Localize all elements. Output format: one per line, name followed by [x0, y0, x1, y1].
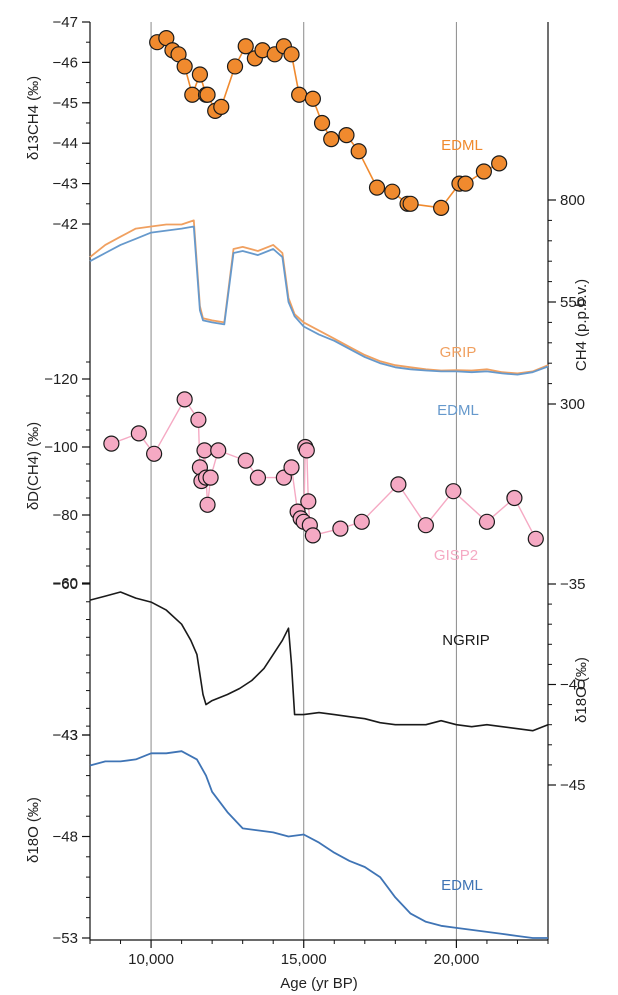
ngrip-left-tick-label: −60 [53, 576, 78, 593]
ch4-series-label-grip: GRIP [440, 344, 477, 361]
ngrip-left-tick-label: −43 [53, 727, 78, 744]
edml-d18o-axis-title: δ18O (‰) [25, 797, 42, 863]
dD-series-0-point [445, 483, 462, 500]
d13c-series-0-point [323, 131, 340, 148]
series-layer [89, 30, 549, 939]
frame-layer [89, 22, 549, 941]
d13c-series-0-point [313, 114, 331, 132]
d13c-series-0-point [368, 179, 386, 196]
d13c-y-tick-label: −42 [53, 216, 78, 233]
d13c-series-0-point [291, 86, 308, 103]
x-axis-title: Age (yr BP) [280, 975, 358, 992]
d13c-y-tick-label: −44 [53, 135, 78, 152]
d13c-y-tick-label: −43 [53, 176, 78, 193]
ngrip-y-tick-label: −45 [560, 777, 585, 794]
dD-series-0-point [283, 459, 300, 476]
dD-series-0-point [202, 469, 219, 486]
dD-series-0-point [353, 513, 370, 530]
d13c-series-0-point [213, 98, 230, 115]
d13c-series-0-point [191, 66, 209, 83]
dD-y-tick-label: −60 [53, 575, 78, 592]
ch4-axis-title: CH4 (p.p.b.v.) [573, 279, 590, 371]
d13c-series-0-point [350, 143, 367, 160]
labels-layer: Age (yr BP) δ13CH4 (‰) EDML CH4 (p.p.b.v.) G… [25, 76, 590, 992]
x-tick-label: 15,000 [281, 951, 327, 968]
dD-axis-title: δD(CH4) (‰) [25, 422, 42, 510]
dD-series-0-point [304, 527, 321, 544]
dD-series-0-point [417, 517, 434, 534]
d13c-series-0-point [184, 86, 201, 103]
d13c-series-0-point [491, 155, 508, 172]
ngrip-axis-title: δ18O (‰) [573, 657, 590, 723]
edml-d18o-series-label: EDML [441, 877, 483, 894]
dD-series-0-point [176, 391, 193, 408]
d13c-y-tick-label: −47 [53, 14, 78, 31]
dD-y-tick-label: −100 [44, 439, 78, 456]
ch4-y-tick-label: 300 [560, 396, 585, 413]
dD-y-tick-label: −120 [44, 371, 78, 388]
dD-series-0-point [237, 452, 254, 469]
dD-series-0-point [196, 442, 213, 459]
d13c-series-0-point [338, 127, 355, 144]
ch4-series-1-line [89, 225, 549, 376]
dD-series-0-point [190, 411, 207, 428]
dD-series-0-point [332, 520, 349, 537]
dD-series-0-point [130, 425, 147, 442]
d13c-series-0-point [283, 46, 300, 63]
edml-d18o-y-tick-label: −48 [53, 829, 78, 846]
ch4-y-tick-label: 550 [560, 294, 585, 311]
d13c-series-0-point [475, 163, 492, 180]
ch4-series-0-line [89, 219, 549, 375]
d13c-series-0-point [402, 195, 419, 212]
axes-layer: 10,000 15,000 20,000 −47 −46 −45 −44 −43 −42 300 5… [44, 14, 585, 968]
d13c-series-0-point [237, 38, 254, 55]
dD-series-0-point [210, 442, 227, 459]
dD-series-0-point [478, 513, 496, 530]
gridlines-layer [150, 22, 457, 940]
d13c-series-0-point [226, 58, 244, 75]
d13c-y-tick-label: −45 [53, 95, 78, 112]
dD-series-0-point [527, 530, 544, 547]
ch4-y-tick-label: 800 [560, 192, 585, 209]
dD-series-0-point [146, 445, 163, 462]
d13c-series-label: EDML [441, 137, 483, 154]
d13c-series-0-point [176, 58, 193, 75]
d13c-axis-title: δ13CH4 (‰) [25, 76, 42, 160]
dD-series-0-point [249, 469, 267, 486]
dD-y-tick-label: −80 [53, 507, 78, 524]
d13c-series-0-point [199, 86, 216, 103]
dD-series-0-point [390, 476, 407, 493]
edml-d18o-y-tick-label: −53 [53, 930, 78, 947]
dD-series-0-point [506, 489, 523, 507]
d13c-series-0-point [433, 199, 450, 216]
x-tick-label: 10,000 [128, 951, 174, 968]
d13c-series-0-point [384, 183, 401, 200]
ch4-series-label-edml: EDML [437, 402, 479, 419]
dD-series-0-point [300, 493, 317, 510]
dD-series-0-point [298, 442, 315, 459]
d13c-y-tick-label: −46 [53, 54, 78, 71]
edml-d18o-y-tick-label: −43 [53, 727, 78, 744]
dD-series-0-line [111, 398, 537, 540]
d13c-series-0-point [457, 175, 474, 192]
ngrip-series-0-line [89, 591, 549, 732]
ngrip-y-tick-label: −35 [560, 576, 585, 593]
dD-series-0-point [103, 435, 120, 452]
d13c-series-0-point [304, 90, 321, 107]
x-tick-label: 20,000 [433, 951, 479, 968]
dD-series-0-point [199, 496, 216, 513]
dD-series-label: GISP2 [434, 547, 478, 564]
ngrip-series-label: NGRIP [442, 632, 490, 649]
ngrip-y-tick-label: −40 [560, 677, 585, 694]
edml-d18o-series-0-line [89, 750, 548, 939]
